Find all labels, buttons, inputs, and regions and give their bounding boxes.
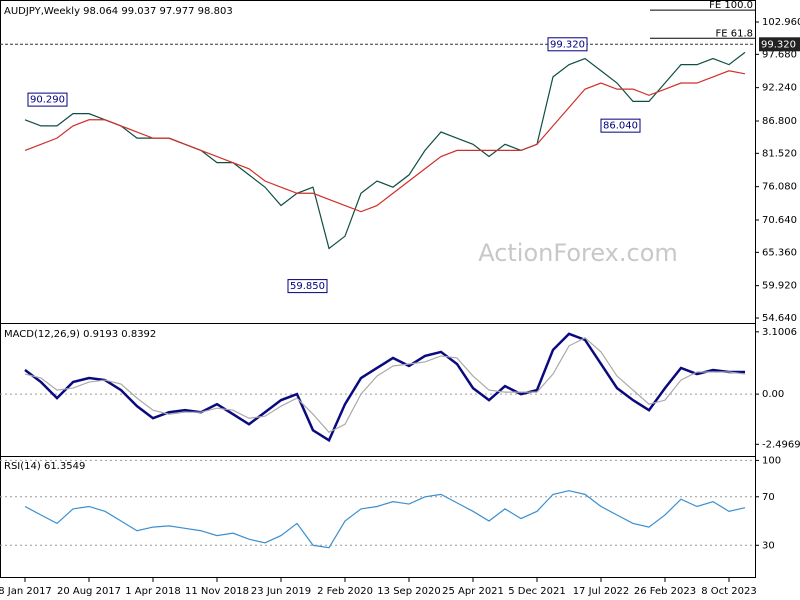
panel-title: MACD(12,26,9) 0.9193 0.8392 xyxy=(4,329,156,340)
y-tick-label: 54.640 xyxy=(762,313,797,324)
x-tick-label: 1 Apr 2018 xyxy=(125,586,180,597)
x-tick-label: 11 Nov 2018 xyxy=(185,586,249,597)
y-tick-label: 70.640 xyxy=(762,215,797,226)
y-tick-label: 76.080 xyxy=(762,182,797,193)
y-tick-label: -2.4969 xyxy=(762,439,800,450)
x-tick-label: 13 Sep 2020 xyxy=(377,586,440,597)
y-tick-label: 86.800 xyxy=(762,116,797,127)
series-line xyxy=(24,70,746,213)
series-line xyxy=(24,490,746,549)
y-tick-label: 92.240 xyxy=(762,83,797,94)
panel-title: RSI(14) 61.3549 xyxy=(4,461,85,472)
y-tick-label: 97.680 xyxy=(762,49,797,60)
y-tick-label: 102.960 xyxy=(762,17,800,28)
watermark: ActionForex.com xyxy=(478,239,678,267)
fe-label: FE 100.0 xyxy=(709,0,753,11)
y-tick-label: 59.920 xyxy=(762,281,797,292)
y-tick-label: 100 xyxy=(762,455,781,466)
price-tag-label: 99.320 xyxy=(761,39,796,50)
annotation-box xyxy=(547,37,588,52)
fe-label: FE 61.8 xyxy=(715,28,753,39)
annotation-box xyxy=(27,92,68,107)
panel-title: AUDJPY,Weekly 98.064 99.037 97.977 98.80… xyxy=(4,6,233,17)
frame xyxy=(0,0,756,578)
x-tick-label: 25 Apr 2021 xyxy=(442,586,504,597)
y-tick-label: 81.520 xyxy=(762,148,797,159)
series-line xyxy=(24,337,746,434)
x-tick-label: 8 Oct 2023 xyxy=(701,586,756,597)
annotation-label: 99.320 xyxy=(550,39,585,50)
annotation-box xyxy=(600,118,641,133)
price-tag xyxy=(759,37,800,52)
series-line xyxy=(24,332,745,443)
annotation-label: 90.290 xyxy=(30,95,65,106)
annotation-box xyxy=(287,279,328,294)
x-tick-label: 26 Feb 2023 xyxy=(634,586,696,597)
x-tick-label: 20 Aug 2017 xyxy=(57,586,121,597)
x-tick-label: 2 Feb 2020 xyxy=(317,586,373,597)
y-tick-label: 70 xyxy=(762,492,775,503)
y-tick-label: 30 xyxy=(762,540,775,551)
series-line xyxy=(24,51,746,250)
x-tick-label: 17 Jul 2022 xyxy=(573,586,630,597)
annotation-label: 86.040 xyxy=(603,121,638,132)
y-tick-label: 65.360 xyxy=(762,247,797,258)
x-tick-label: 5 Dec 2021 xyxy=(508,586,566,597)
x-tick-label: 8 Jan 2017 xyxy=(0,586,52,597)
y-tick-label: 3.1006 xyxy=(762,327,797,338)
annotation-label: 59.850 xyxy=(290,281,325,292)
x-tick-label: 23 Jun 2019 xyxy=(251,586,311,597)
y-tick-label: 0.00 xyxy=(762,389,784,400)
